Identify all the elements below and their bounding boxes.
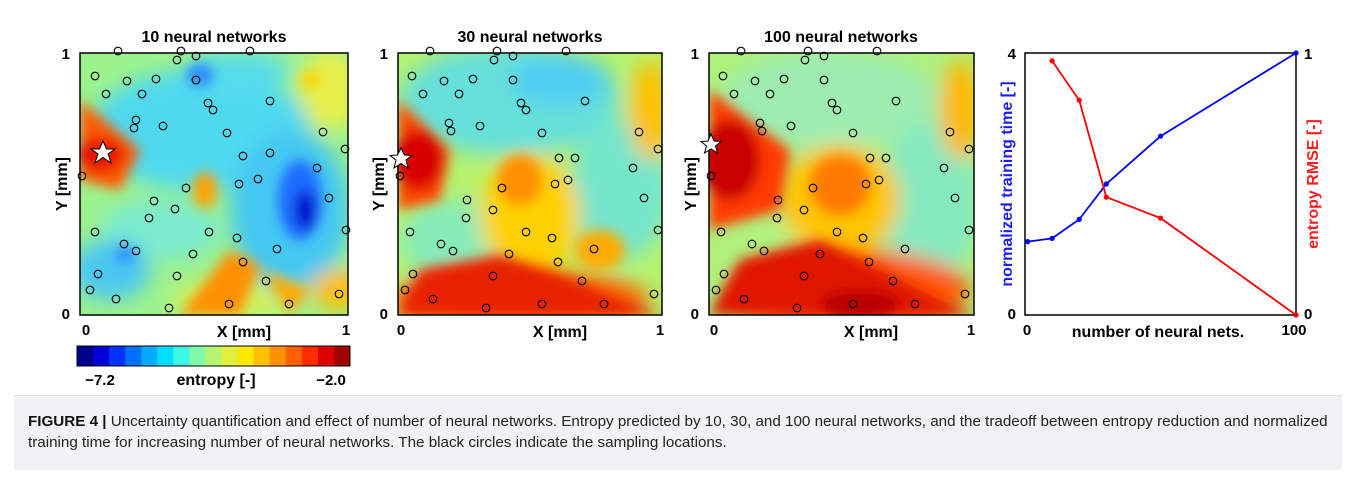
x-tick-left: 0 xyxy=(82,322,90,339)
x-axis-label: X [mm] xyxy=(217,324,271,341)
colorbar-min-label: −7.2 xyxy=(85,372,115,389)
training-time-point xyxy=(1103,181,1109,187)
colorbar-swatch xyxy=(221,346,238,366)
panel-title: 100 neural networks xyxy=(764,29,918,46)
colorbar-max-label: −2.0 xyxy=(316,372,346,389)
y-left-axis-label: normalized training time [-] xyxy=(999,81,1016,286)
panel-title: 30 neural networks xyxy=(458,29,603,46)
entropy-map xyxy=(80,53,348,315)
colorbar-swatch xyxy=(317,346,335,366)
x-tick-right: 100 xyxy=(1281,322,1306,339)
figure-caption: FIGURE 4 | Uncertainty quantification an… xyxy=(14,395,1342,470)
tradeoff-chart: 4 0 1 0 0 100 number of neural nets. nor… xyxy=(999,46,1322,341)
colorbar-swatch xyxy=(205,346,222,366)
training-time-point xyxy=(1293,50,1299,56)
y-tick-top: 1 xyxy=(691,46,699,63)
training-time-point xyxy=(1076,216,1082,222)
colorbar-title: entropy [-] xyxy=(176,372,255,389)
colorbar: −7.2 entropy [-] −2.0 xyxy=(76,345,351,389)
y-tick-bottom: 0 xyxy=(62,306,70,323)
entropy-rmse-point xyxy=(1076,97,1082,103)
star-marker xyxy=(89,139,117,165)
colorbar-swatch xyxy=(237,346,255,366)
entropy-map xyxy=(398,53,662,315)
y-tick-top: 1 xyxy=(62,46,70,63)
colorbar-swatch xyxy=(253,346,271,366)
sampling-locations xyxy=(395,46,663,313)
chart-series xyxy=(1025,50,1299,318)
y-left-tick-bottom: 0 xyxy=(1008,306,1016,323)
y-right-tick-bottom: 0 xyxy=(1304,306,1312,323)
caption-text: FIGURE 4 | Uncertainty quantification an… xyxy=(28,411,1328,453)
star-marker xyxy=(699,132,723,155)
entropy-rmse-point xyxy=(1103,194,1109,200)
y-axis-label: Y [mm] xyxy=(54,157,71,211)
training-time-point xyxy=(1157,133,1164,139)
colorbar-swatch xyxy=(173,346,190,366)
entropy-map xyxy=(709,53,974,315)
panel-100-networks: 100 neural networks xyxy=(683,29,975,341)
x-tick-left: 0 xyxy=(710,322,718,339)
x-axis-label: X [mm] xyxy=(844,324,898,341)
y-axis-label: Y [mm] xyxy=(683,157,700,211)
training-time-line xyxy=(1027,52,1297,243)
x-axis-label: number of neural nets. xyxy=(1072,324,1244,341)
y-tick-top: 1 xyxy=(380,46,388,63)
colorbar-swatch xyxy=(333,346,351,366)
y-right-axis-label: entropy RMSE [-] xyxy=(1305,119,1322,249)
y-right-tick-top: 1 xyxy=(1304,46,1312,63)
plot-frame xyxy=(1024,52,1297,316)
y-tick-bottom: 0 xyxy=(691,306,699,323)
colorbar-swatches xyxy=(77,346,351,366)
panel-title: 10 neural networks xyxy=(142,29,287,46)
training-time-point xyxy=(1025,239,1031,245)
x-tick-right: 1 xyxy=(656,322,664,339)
panel-30-networks: 30 neural networks xyxy=(371,29,664,341)
panel-10-networks: 10 neural networks xyxy=(54,29,351,341)
colorbar-swatch xyxy=(301,346,319,366)
colorbar-swatch xyxy=(109,346,126,366)
colorbar-swatch xyxy=(93,346,110,366)
star-marker xyxy=(388,146,414,170)
x-tick-right: 1 xyxy=(967,322,975,339)
x-tick-right: 1 xyxy=(342,322,350,339)
caption-label: FIGURE 4 | xyxy=(28,413,107,430)
colorbar-swatch xyxy=(269,346,287,366)
colorbar-swatch xyxy=(125,346,142,366)
sampling-locations xyxy=(706,46,974,313)
caption-body: Uncertainty quantification and effect of… xyxy=(28,413,1328,451)
colorbar-swatch xyxy=(189,346,206,366)
figure: 10 neural networks xyxy=(54,29,1322,389)
y-tick-bottom: 0 xyxy=(380,306,388,323)
x-axis-label: X [mm] xyxy=(533,324,587,341)
colorbar-swatch xyxy=(285,346,303,366)
sampling-locations xyxy=(77,46,351,313)
entropy-rmse-point xyxy=(1049,58,1055,64)
x-tick-left: 0 xyxy=(397,322,405,339)
colorbar-swatch xyxy=(141,346,158,366)
training-time-point xyxy=(1049,235,1055,241)
colorbar-swatch xyxy=(157,346,174,366)
x-tick-left: 0 xyxy=(1023,322,1031,339)
colorbar-swatch xyxy=(77,346,94,366)
entropy-rmse-point xyxy=(1157,215,1164,221)
entropy-rmse-point xyxy=(1293,312,1299,318)
y-left-tick-top: 4 xyxy=(1008,46,1017,63)
y-axis-label: Y [mm] xyxy=(371,157,388,211)
